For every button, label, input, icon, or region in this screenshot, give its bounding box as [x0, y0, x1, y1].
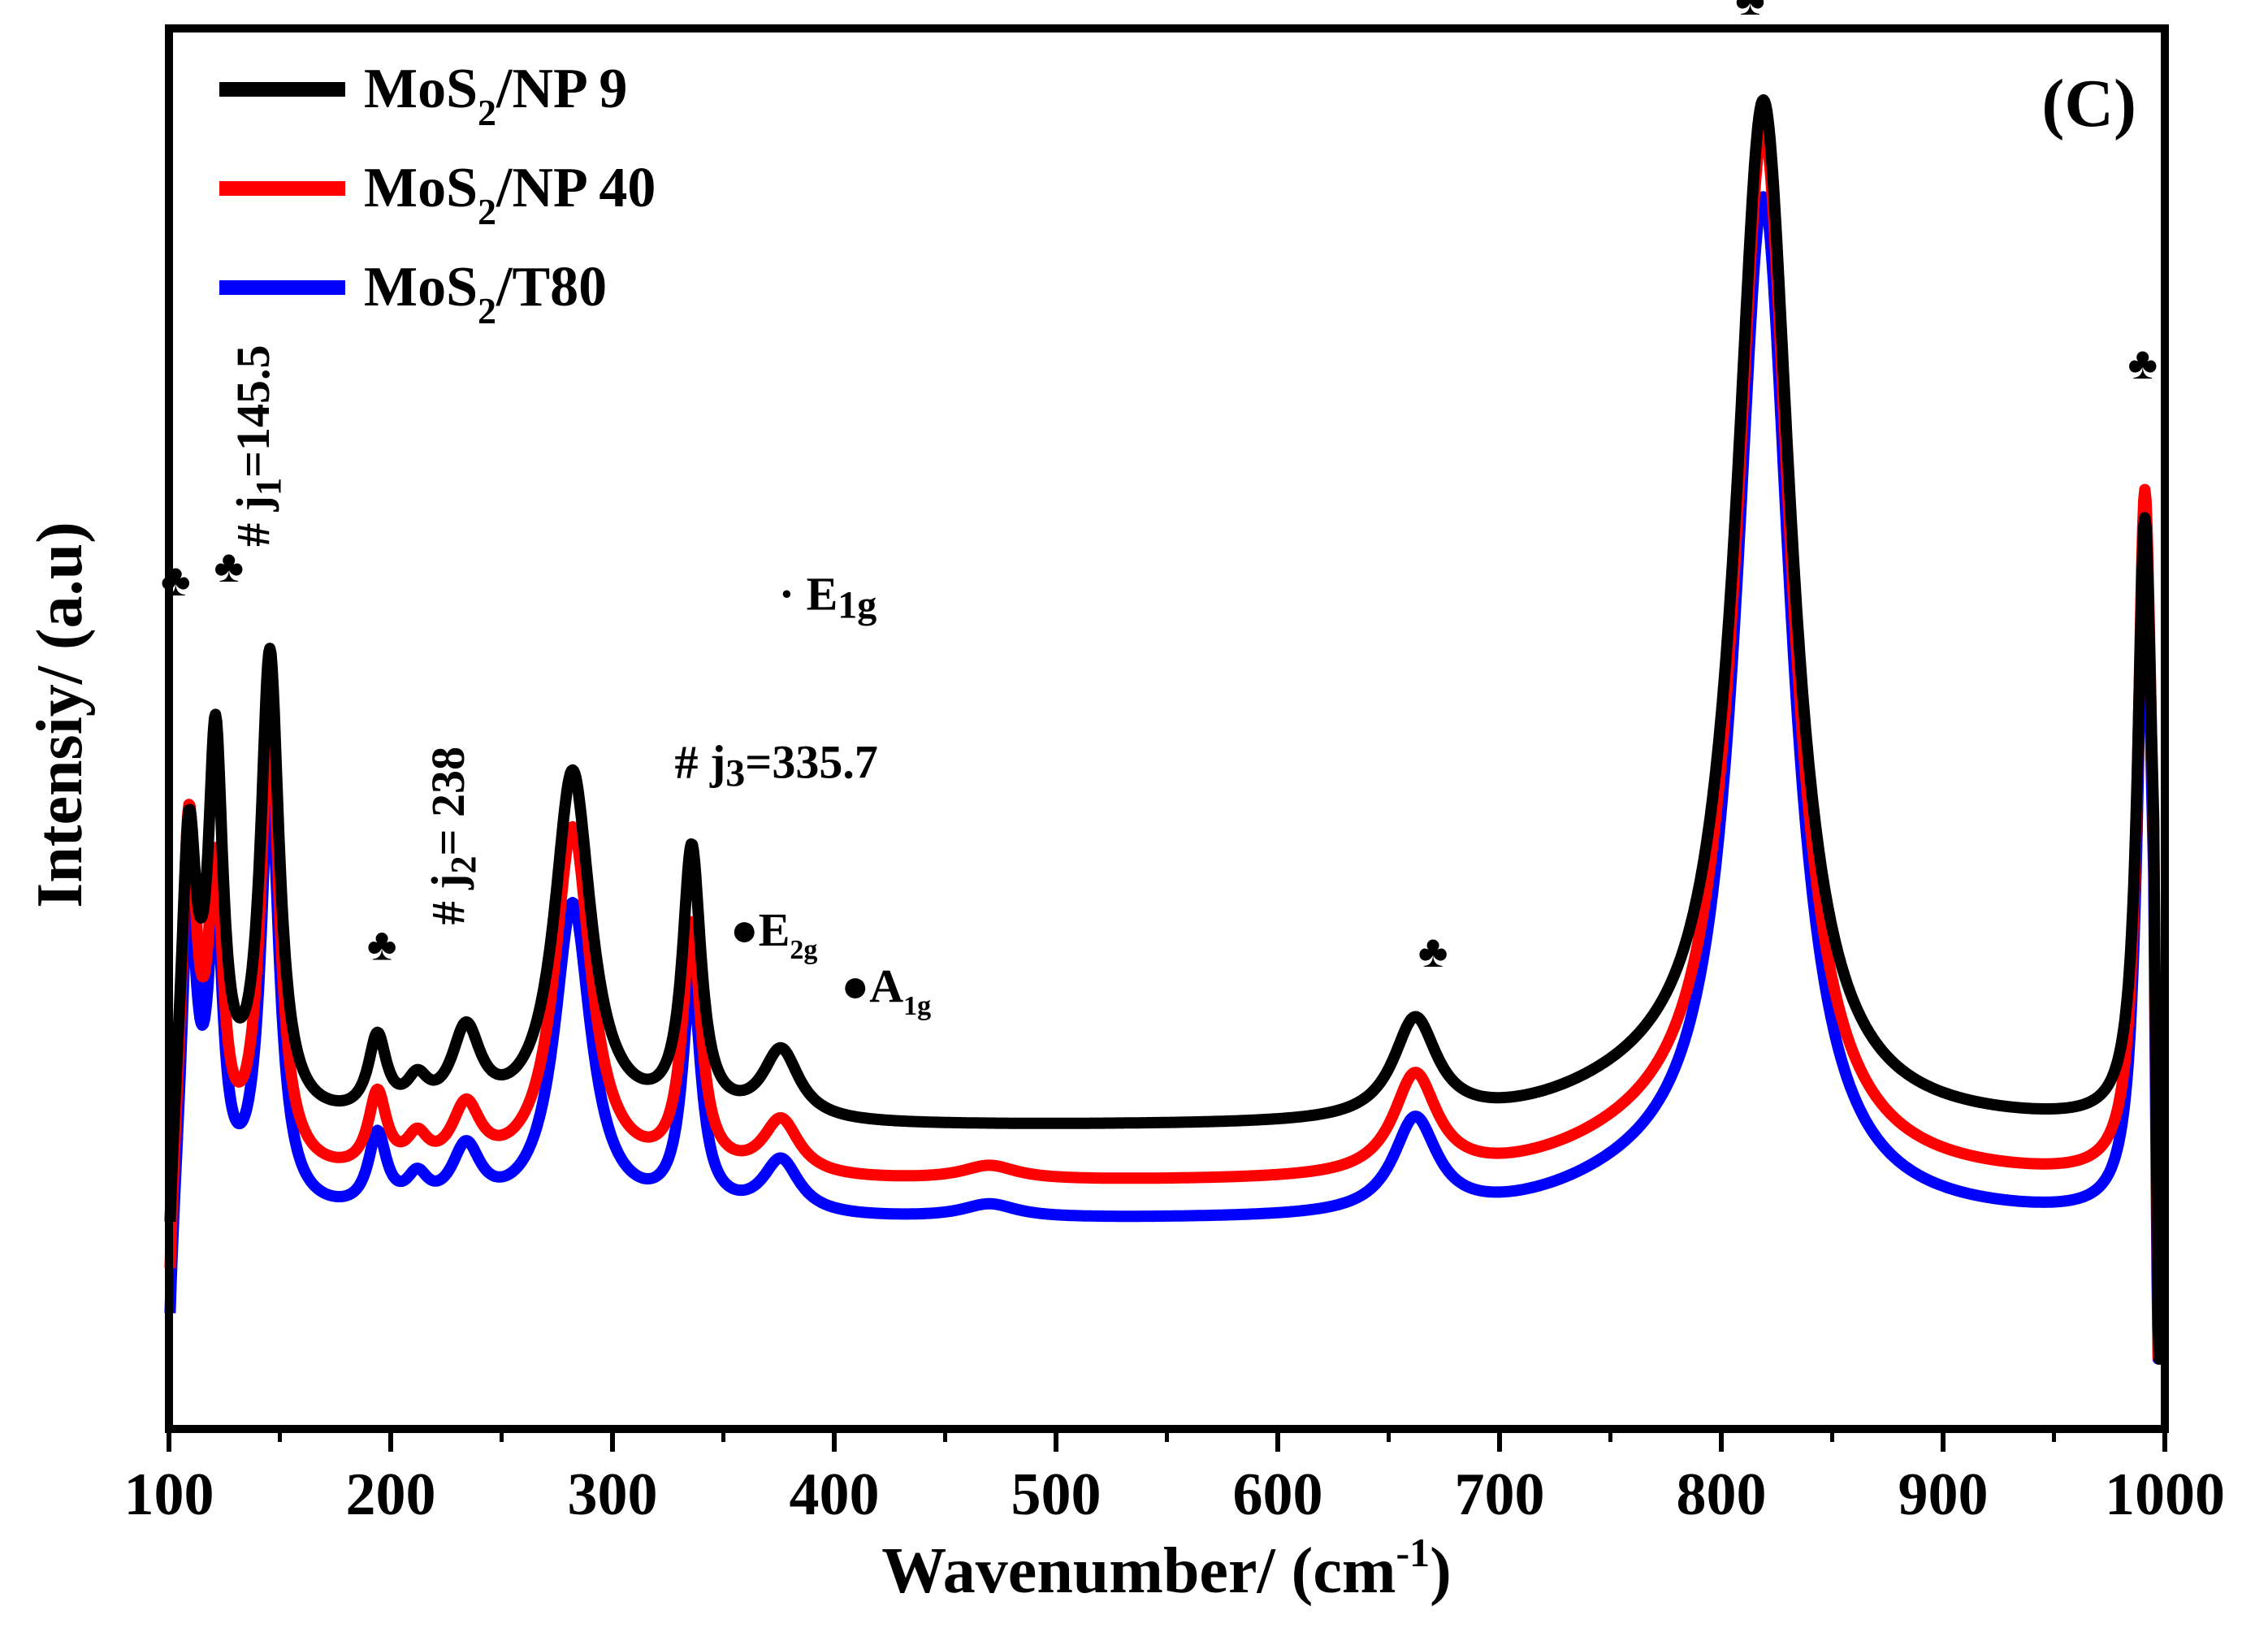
series-line — [164, 122, 2169, 1365]
peak-label: ●E2g — [730, 903, 818, 965]
peak-marker: ♣ — [214, 542, 244, 592]
series-line — [164, 191, 2169, 1365]
peak-label-vertical: # j1=145.5 — [227, 344, 288, 546]
x-axis-title: Wavenumber/ (cm-1) — [881, 1530, 1452, 1607]
legend: MoS2/NP 9 MoS2/NP 40 MoS2/T80 — [219, 58, 656, 331]
series-line — [164, 94, 2169, 1365]
peak-marker: ♣ — [367, 920, 397, 970]
peak-marker: ♣ — [1735, 0, 1765, 25]
panel-label: (C) — [2041, 66, 2136, 141]
peak-label: · E1g — [779, 567, 877, 626]
y-axis-title: Intensiy/ (a.u) — [24, 522, 96, 908]
peak-marker: ♣ — [1418, 927, 1448, 977]
x-tick-label: 700 — [1455, 1461, 1545, 1528]
x-axis: 100 200 300 400 500 600 700 800 900 1000 — [124, 1429, 2225, 1528]
peak-label: ●A1g — [841, 959, 931, 1021]
plot-area — [164, 94, 2169, 1365]
x-tick-label: 900 — [1898, 1461, 1989, 1528]
x-tick-label: 300 — [568, 1461, 658, 1528]
peak-marker: ♣ — [161, 556, 191, 606]
legend-label: MoS2/NP 9 — [364, 58, 627, 133]
peak-annotations: ♣ ♣ ♣ ♣ ♣ ♣ · E1g # j3=335.7 ●E2g ●A1g # j1=145.5 #… — [161, 0, 2158, 1021]
peak-label: # j3=335.7 — [674, 735, 877, 795]
x-tick-label: 100 — [124, 1461, 214, 1528]
x-tick-label: 400 — [790, 1461, 880, 1528]
x-tick-label: 800 — [1677, 1461, 1767, 1528]
peak-marker: ♣ — [2127, 339, 2158, 389]
x-tick-label: 600 — [1233, 1461, 1323, 1528]
x-tick-label: 1000 — [2105, 1461, 2225, 1528]
x-tick-label: 500 — [1011, 1461, 1102, 1528]
x-tick-label: 200 — [346, 1461, 436, 1528]
legend-label: MoS2/NP 40 — [364, 157, 656, 232]
peak-label-vertical: # j2= 238 — [422, 747, 483, 924]
legend-label: MoS2/T80 — [364, 256, 607, 331]
